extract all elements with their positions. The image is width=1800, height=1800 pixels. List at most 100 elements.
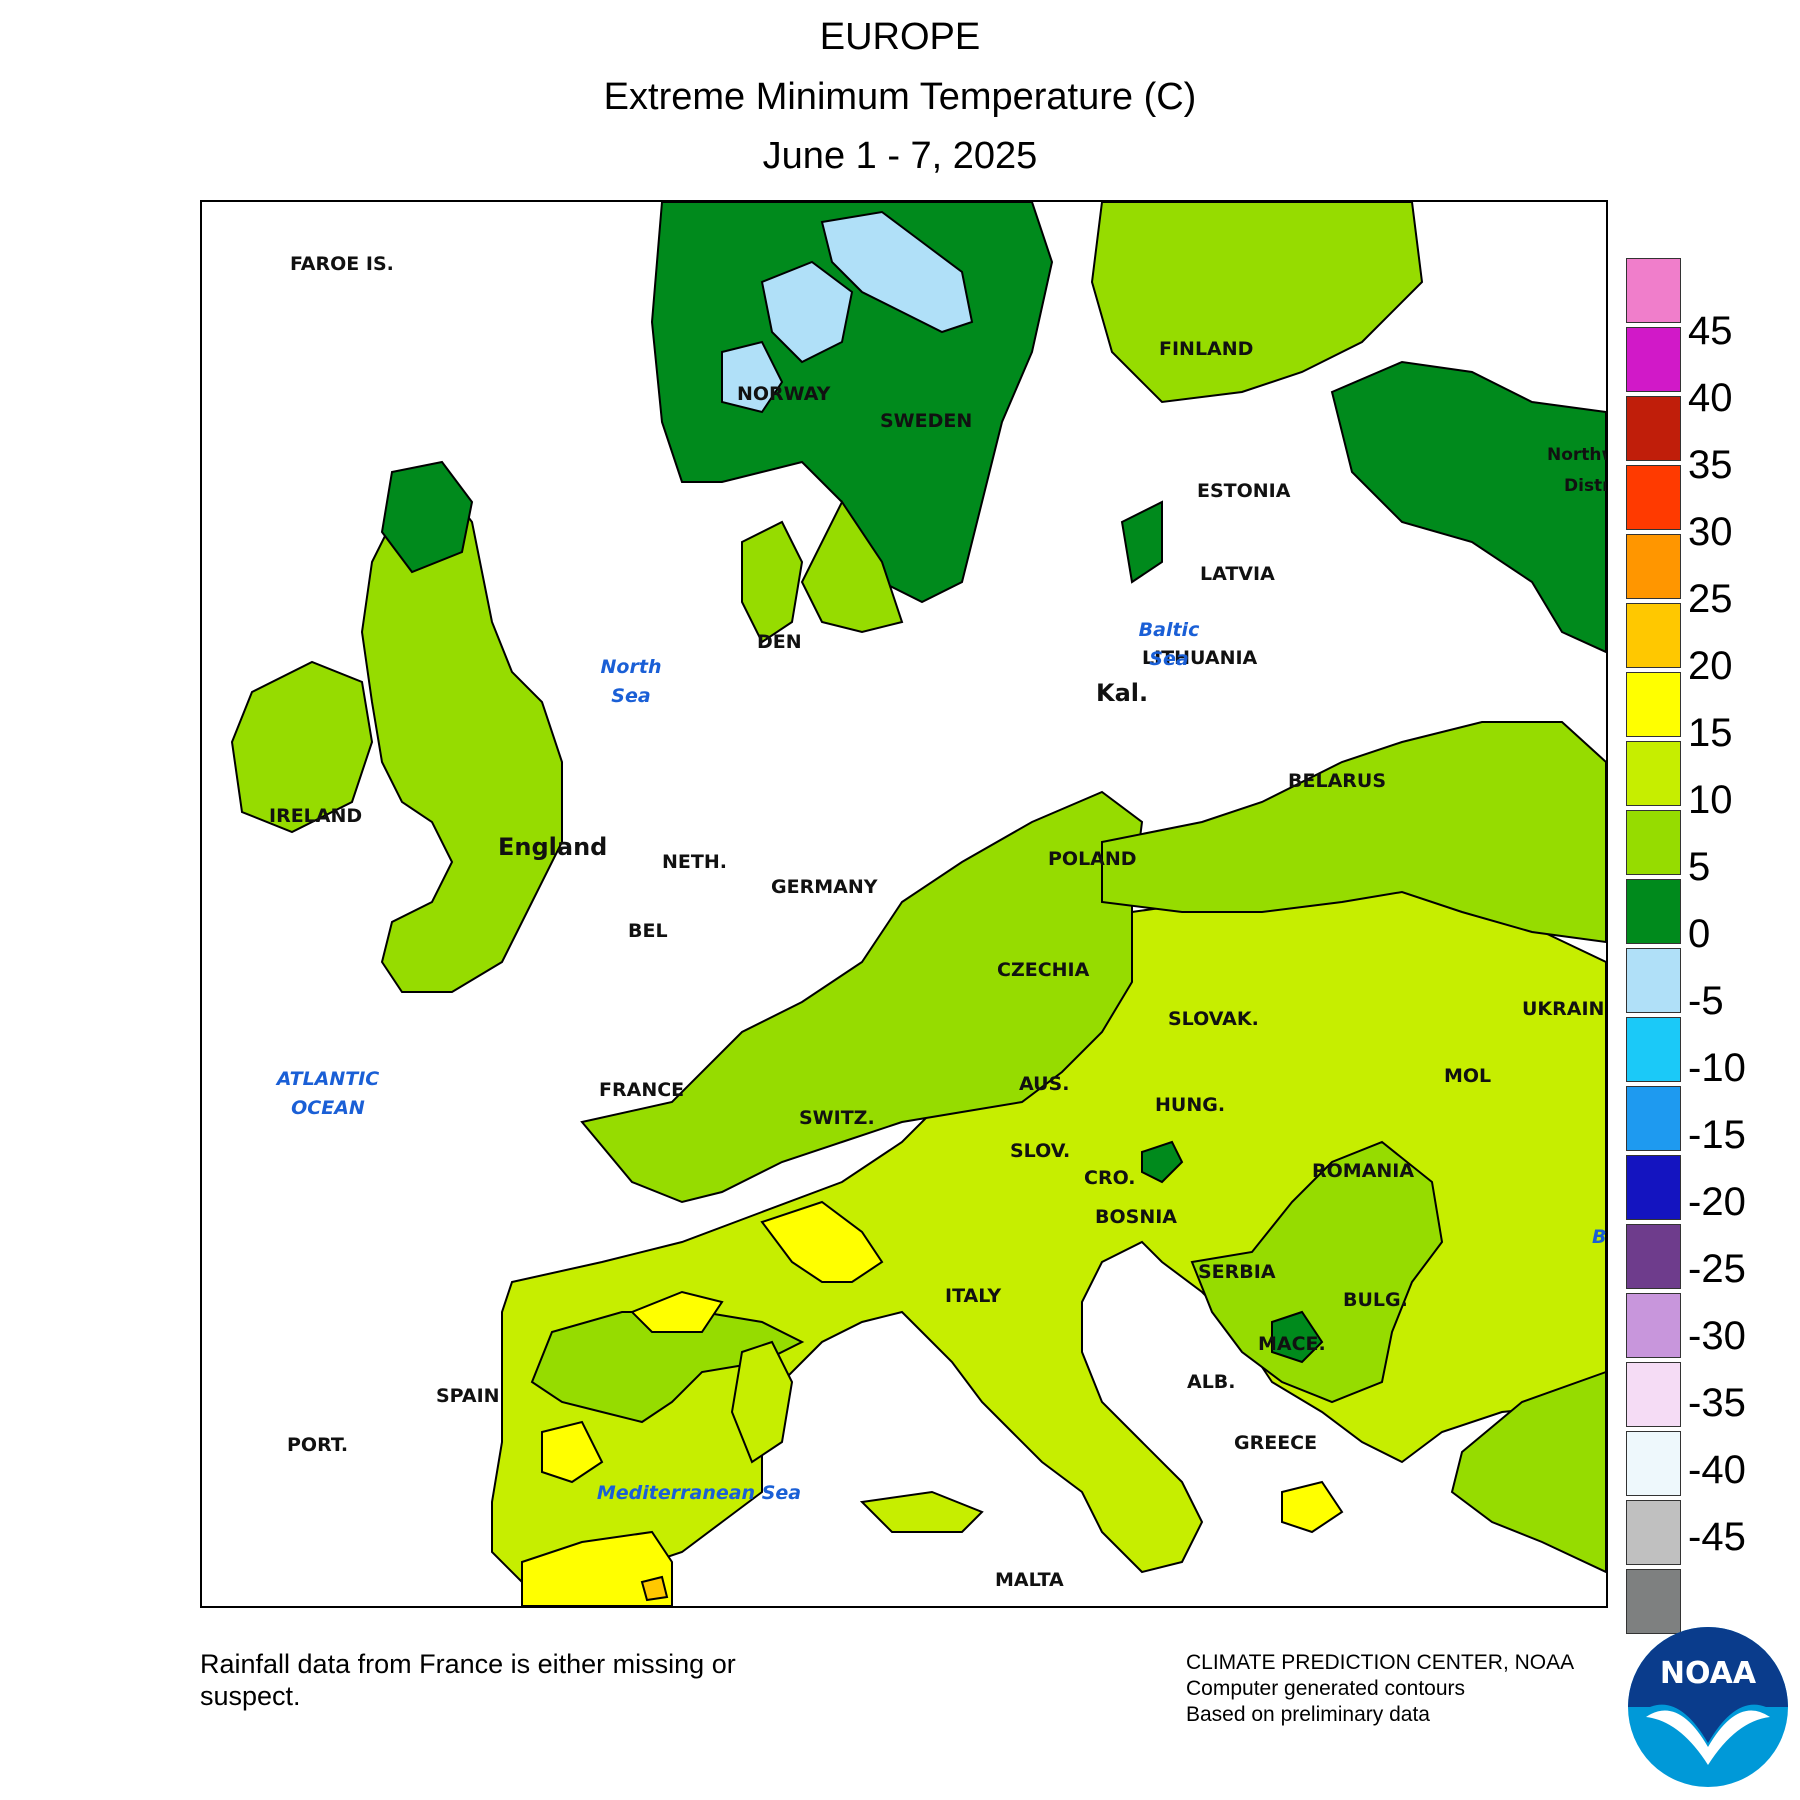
label-germany: GERMANY <box>771 876 878 898</box>
legend-tick-label: 40 <box>1688 376 1733 420</box>
land-zone-0-5-baltic-coast <box>1120 500 1163 584</box>
label-mol: MOL <box>1444 1065 1491 1087</box>
label-romania: ROMANIA <box>1312 1160 1414 1182</box>
label-mediterranean: Mediterranean Sea <box>597 1482 801 1504</box>
label-malta: MALTA <box>995 1569 1064 1591</box>
label-hung: HUNG. <box>1155 1094 1225 1116</box>
label-mace: MACE. <box>1258 1333 1326 1355</box>
label-bulg: BULG. <box>1343 1289 1408 1311</box>
noaa-logo-text: NOAA <box>1660 1656 1757 1691</box>
legend-tick-label: -30 <box>1688 1314 1746 1358</box>
legend-swatch <box>1626 534 1681 599</box>
label-neth: NETH. <box>662 851 727 873</box>
land-zone-5-10-east <box>1101 721 1606 944</box>
legend-tick-label: -35 <box>1688 1381 1746 1425</box>
label-slovak: SLOVAK. <box>1168 1008 1259 1030</box>
map-date-range: June 1 - 7, 2025 <box>762 135 1038 177</box>
legend-swatch <box>1626 396 1681 461</box>
label-atlantic-1: ATLANTIC <box>275 1068 380 1090</box>
legend-swatch <box>1626 1362 1681 1427</box>
land-zone-5-10-balkans <box>1190 1140 1444 1404</box>
land-zone-5-10-denmark <box>741 520 804 644</box>
legend-swatch <box>1626 1086 1681 1151</box>
legend-swatch <box>1626 1569 1681 1634</box>
label-spain: SPAIN <box>436 1385 500 1407</box>
label-baltic-2: Sea <box>1149 648 1188 670</box>
europe-temperature-map: FAROE IS. NORWAY SWEDEN FINLAND ESTONIA … <box>230 202 1606 1606</box>
land-zone-10-15-sicily <box>859 1490 984 1533</box>
credit-data-status: Based on preliminary data <box>1186 1703 1430 1726</box>
label-atlantic-2: OCEAN <box>291 1097 365 1119</box>
data-quality-note: Rainfall data from France is either miss… <box>200 1649 736 1711</box>
map-variable-title: Extreme Minimum Temperature (C) <box>603 76 1197 118</box>
legend-tick-label: -5 <box>1688 979 1724 1023</box>
legend-swatch <box>1626 258 1681 323</box>
land-zone-20-25-africa <box>640 1575 669 1602</box>
label-england: England <box>498 833 607 861</box>
legend-tick-label: -25 <box>1688 1247 1746 1291</box>
land-zone-5-10-finland <box>1090 202 1424 404</box>
label-italy: ITALY <box>945 1285 1001 1307</box>
legend-tick-label: 45 <box>1688 309 1733 353</box>
label-alb: ALB. <box>1187 1371 1236 1393</box>
legend-tick-label: -20 <box>1688 1180 1746 1224</box>
label-latvia: LATVIA <box>1200 563 1275 585</box>
label-slov: SLOV. <box>1010 1140 1070 1162</box>
land-zone-0-5-north-russia <box>1330 360 1606 654</box>
land-zone-15-20-italy <box>760 1200 884 1283</box>
legend-tick-label: 30 <box>1688 510 1733 554</box>
label-czechia: CZECHIA <box>997 959 1090 981</box>
land-zone-below-0-south-norway <box>721 340 784 414</box>
legend-tick-label: -45 <box>1688 1515 1746 1559</box>
map-region-title: EUROPE <box>819 16 981 58</box>
label-baltic-1: Baltic <box>1139 619 1200 641</box>
land-zone-15-20-north-africa <box>521 1530 673 1606</box>
credit-method: Computer generated contours <box>1186 1677 1465 1700</box>
legend-tick-label: 25 <box>1688 577 1733 621</box>
legend-tick-label: 20 <box>1688 644 1733 688</box>
legend-swatch <box>1626 741 1681 806</box>
label-district: Distri <box>1564 476 1606 496</box>
label-lithuania: LITHUANIA <box>1142 647 1258 669</box>
label-belarus: BELARUS <box>1288 770 1386 792</box>
label-finland: FINLAND <box>1159 338 1253 360</box>
label-ireland: IRELAND <box>269 805 362 827</box>
legend-swatch <box>1626 327 1681 392</box>
legend-swatch <box>1626 810 1681 875</box>
land-zone-5-10-south-sweden <box>800 500 904 634</box>
legend-tick-label: 15 <box>1688 711 1733 755</box>
credit-agency: CLIMATE PREDICTION CENTER, NOAA <box>1186 1651 1575 1674</box>
legend-swatch <box>1626 948 1681 1013</box>
legend-swatch <box>1626 672 1681 737</box>
label-cro: CRO. <box>1084 1167 1136 1189</box>
label-poland: POLAND <box>1048 848 1137 870</box>
label-ukraine: UKRAINE <box>1522 998 1606 1020</box>
label-b-edge: B <box>1592 1226 1606 1248</box>
noaa-logo: NOAA <box>1628 1627 1788 1787</box>
legend-tick-label: 35 <box>1688 443 1733 487</box>
label-northwest-district: Northw <box>1547 445 1606 465</box>
legend-swatch <box>1626 1155 1681 1220</box>
land-zone-0-5-romania <box>1141 1140 1184 1184</box>
land-zone-15-20-spain-coast <box>541 1420 604 1484</box>
label-norway: NORWAY <box>737 383 831 405</box>
label-port: PORT. <box>287 1434 348 1456</box>
label-france: FRANCE <box>599 1079 684 1101</box>
legend-tick-label: 10 <box>1688 778 1733 822</box>
legend-swatch <box>1626 879 1681 944</box>
land-zone-10-15-sardinia <box>730 1340 794 1464</box>
land-zone-5-10-ireland <box>230 660 374 834</box>
land-zone-below-0-sweden <box>820 210 974 334</box>
legend-swatch <box>1626 465 1681 530</box>
label-den: DEN <box>757 631 802 653</box>
land-zone-below-0-norway <box>760 260 854 364</box>
land-zone-15-20-turkey <box>1281 1480 1344 1534</box>
land-zone-15-20-riviera <box>630 1290 724 1333</box>
label-greece: GREECE <box>1234 1432 1317 1454</box>
legend-tick-label: -10 <box>1688 1046 1746 1090</box>
legend-tick-label: -40 <box>1688 1448 1746 1492</box>
label-switz: SWITZ. <box>799 1107 875 1129</box>
land-zone-5-10-anatolia <box>1450 1370 1606 1574</box>
label-faroe: FAROE IS. <box>290 253 394 275</box>
label-north-sea-2: Sea <box>611 685 650 707</box>
